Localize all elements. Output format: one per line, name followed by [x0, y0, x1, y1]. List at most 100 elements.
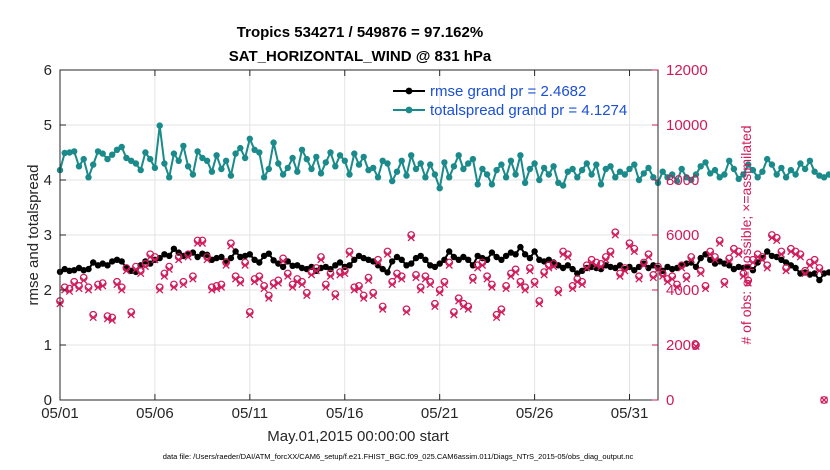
series-1-point: [308, 165, 315, 173]
series-1-point: [222, 157, 230, 164]
obs-assimilated-point: [682, 275, 691, 283]
obs-assimilated-point: [355, 284, 363, 293]
series-1-point: [408, 152, 415, 159]
series-1-point: [612, 174, 619, 181]
obs-assimilated-point: [739, 272, 748, 280]
obs-assimilated-point: [768, 234, 776, 242]
series-0-point: [227, 254, 235, 262]
obs-assimilated-point: [364, 276, 373, 285]
series-0-point: [825, 269, 830, 276]
obs-assimilated-point: [322, 283, 330, 291]
obs-assimilated-point: [483, 275, 491, 283]
series-0-point: [512, 251, 519, 258]
series-1-point: [692, 171, 700, 178]
series-1-point: [730, 165, 738, 173]
obs-assimilated-point: [393, 272, 401, 280]
series-1-point: [232, 150, 239, 157]
obs-assimilated-point: [668, 275, 676, 283]
series-0-point: [768, 252, 776, 260]
series-1-point: [80, 155, 87, 163]
obs-assimilated-point: [692, 342, 700, 351]
obs-assimilated-point: [587, 258, 596, 267]
obs-assimilated-point: [630, 247, 638, 256]
series-1-point: [251, 146, 258, 153]
series-1-point: [436, 185, 443, 192]
series-1-point: [166, 174, 173, 181]
series-1-point: [374, 174, 382, 181]
obs-assimilated-point: [578, 280, 586, 289]
series-1-point: [99, 150, 106, 157]
obs-assimilated-point: [777, 250, 786, 258]
series-1-point: [298, 146, 306, 153]
series-1-point: [711, 166, 719, 174]
series-0-point: [545, 256, 552, 263]
series-1-point: [678, 165, 685, 173]
series-1-point: [768, 161, 776, 168]
series-0-point: [792, 264, 799, 272]
series-1-point: [180, 142, 187, 150]
obs-assimilated-point: [175, 256, 183, 264]
obs-assimilated-point: [502, 284, 510, 293]
obs-assimilated-point: [787, 247, 795, 256]
series-0-point: [265, 250, 272, 257]
series-1-point: [370, 164, 377, 172]
series-1-point: [313, 153, 320, 161]
obs-assimilated-point: [412, 273, 420, 282]
series-0-point: [294, 262, 301, 269]
obs-assimilated-point: [530, 280, 539, 289]
series-1-point: [336, 152, 344, 159]
series-0-point: [203, 251, 211, 258]
series-0-point: [417, 252, 424, 260]
x-tick-label: 05/11: [232, 405, 268, 422]
obs-assimilated-point: [573, 278, 581, 286]
series-1-point: [650, 174, 657, 181]
series-1-point: [602, 165, 609, 173]
series-1-point: [550, 163, 557, 170]
series-0-point: [607, 263, 614, 271]
y-right-tick-label: 8000: [666, 172, 699, 189]
series-0-point: [669, 265, 676, 273]
series-0-point: [346, 262, 353, 269]
series-1-point: [726, 157, 733, 164]
y-right-tick-label: 4000: [666, 282, 699, 299]
series-0-point: [393, 253, 401, 261]
series-1-point: [455, 152, 462, 159]
obs-assimilated-point: [279, 257, 287, 265]
y-right-tick-label: 2000: [666, 337, 699, 354]
obs-assimilated-point: [417, 286, 425, 294]
series-0-point: [246, 251, 253, 258]
series-0-point: [279, 263, 287, 271]
series-1-point: [559, 182, 567, 189]
series-0-point: [502, 252, 510, 260]
series-1-point: [545, 171, 552, 178]
obs-assimilated-point: [478, 261, 487, 269]
series-1-point: [811, 168, 818, 175]
obs-assimilated-point: [141, 262, 150, 271]
series-1-point: [289, 154, 296, 162]
obs-assimilated-point: [815, 267, 824, 275]
obs-assimilated-point: [711, 256, 719, 264]
obs-assimilated-point: [360, 294, 368, 302]
series-1-point: [460, 165, 467, 173]
series-1-point: [493, 166, 500, 174]
obs-assimilated-point: [431, 302, 439, 311]
obs-assimilated-point: [801, 269, 809, 278]
series-0-point: [612, 264, 619, 272]
series-1-point: [578, 166, 586, 174]
obs-assimilated-point: [89, 313, 97, 322]
series-1-point: [161, 160, 168, 167]
series-1-point: [502, 174, 510, 181]
obs-assimilated-point: [208, 286, 216, 294]
x-tick-label: 05/01: [41, 405, 79, 422]
series-0-point: [360, 254, 367, 262]
footnote: data file: /Users/raeder/DAI/ATM_forcXX/…: [163, 452, 634, 461]
series-1-point: [208, 168, 216, 175]
series-1-point: [194, 148, 201, 155]
obs-assimilated-point: [388, 280, 396, 289]
obs-assimilated-point: [635, 275, 643, 283]
series-0-point: [574, 270, 581, 277]
series-1-point: [669, 171, 676, 178]
obs-assimilated-point: [687, 256, 695, 264]
series-1-point: [820, 174, 828, 181]
